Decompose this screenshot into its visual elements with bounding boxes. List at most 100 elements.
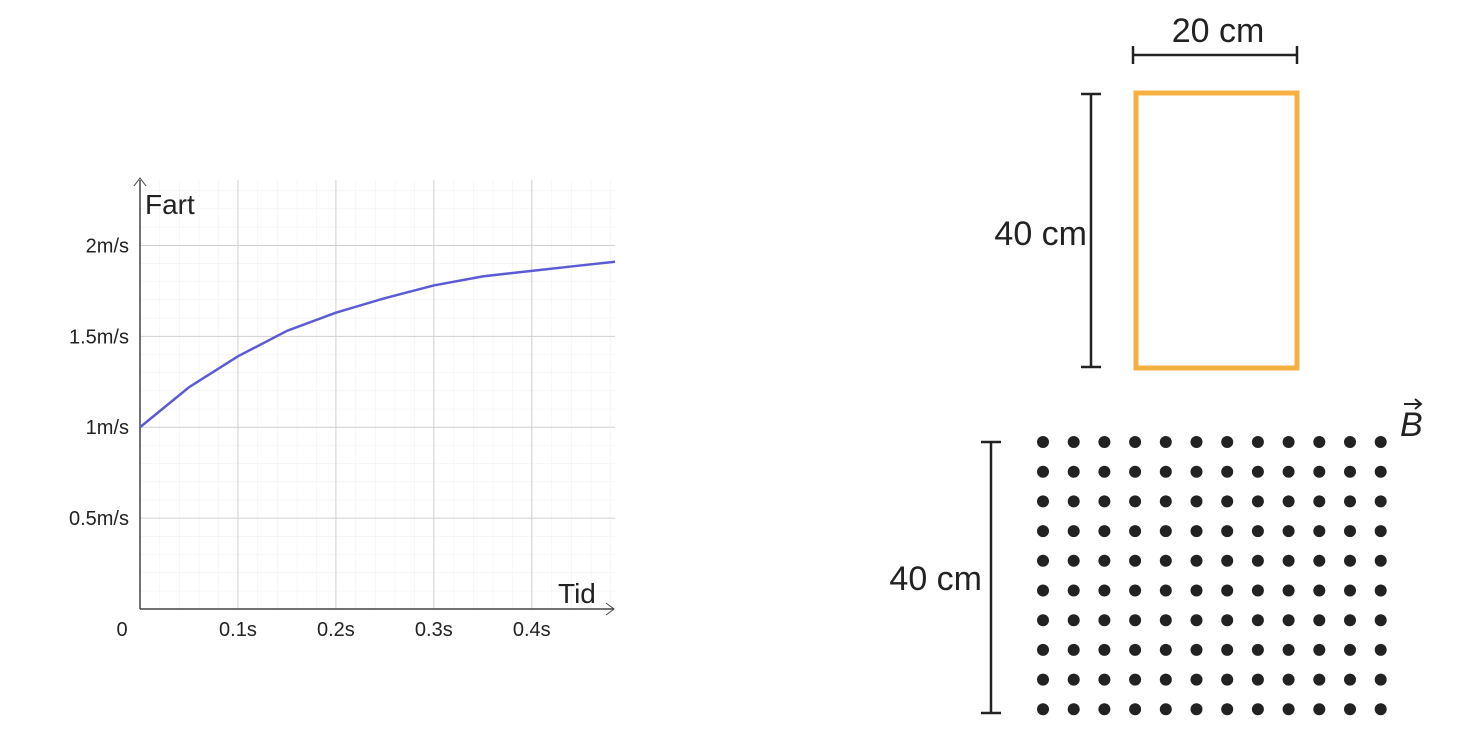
field-dot <box>1344 584 1356 597</box>
field-dot <box>1067 673 1080 686</box>
x-tick-label: 0.1s <box>219 619 257 641</box>
field-dot <box>1313 436 1326 448</box>
y-axis-label: Fart <box>145 189 195 220</box>
field-dot <box>1313 495 1326 508</box>
field-dot <box>1037 465 1049 478</box>
field-dot <box>1190 614 1203 627</box>
field-dot <box>1159 703 1172 716</box>
field-dot <box>1221 525 1234 538</box>
field-dot <box>1251 465 1264 478</box>
field-dot <box>1374 465 1387 478</box>
y-tick-label: 1.5m/s <box>69 326 129 348</box>
grid-group <box>140 180 615 609</box>
field-dot <box>1251 703 1264 716</box>
field-dot <box>1129 525 1142 538</box>
field-dot <box>1374 673 1387 686</box>
field-dot <box>1221 584 1234 597</box>
field-dot <box>1313 703 1326 716</box>
field-dot <box>1313 673 1326 686</box>
x-axis-label: Tid <box>558 578 596 609</box>
field-dot <box>1129 584 1142 597</box>
field-dot <box>1251 554 1264 567</box>
x-tick-label: 0 <box>116 619 127 641</box>
field-dot <box>1344 495 1356 508</box>
field-dot <box>1159 436 1172 448</box>
field-dot <box>1098 673 1111 686</box>
y-tick-label: 1m/s <box>86 417 129 439</box>
field-dot <box>1374 525 1387 538</box>
x-tick-label: 0.2s <box>317 619 355 641</box>
field-dot <box>1282 465 1295 478</box>
field-dot <box>1098 525 1111 538</box>
field-dot <box>1221 465 1234 478</box>
y-tick-label: 0.5m/s <box>69 508 129 530</box>
field-dot <box>1313 614 1326 627</box>
field-dot <box>1159 465 1172 478</box>
field-dot <box>1067 703 1080 716</box>
field-dot <box>1129 614 1142 627</box>
field-dot <box>1282 495 1295 508</box>
field-dot <box>1159 495 1172 508</box>
field-dot <box>1282 643 1295 656</box>
field-dot <box>1282 584 1295 597</box>
height-dim <box>1081 92 1101 369</box>
field-dot <box>1129 703 1142 716</box>
field-dot <box>1344 465 1356 478</box>
field-dot <box>1374 436 1387 448</box>
field-dot <box>1374 584 1387 597</box>
field-dot <box>1221 614 1234 627</box>
field-dot <box>1190 584 1203 597</box>
field-dot <box>1282 614 1295 627</box>
field-dot <box>1282 436 1295 448</box>
field-dot <box>1129 643 1142 656</box>
field-dot <box>1221 703 1234 716</box>
field-dot <box>1282 703 1295 716</box>
field-dot <box>1098 703 1111 716</box>
field-dot <box>1282 673 1295 686</box>
field-dot <box>1037 554 1049 567</box>
field-dot <box>1098 465 1111 478</box>
width-dim <box>1131 46 1299 64</box>
field-dot <box>1067 584 1080 597</box>
field-dot <box>1037 703 1049 716</box>
field-dot <box>1344 703 1356 716</box>
field-dot <box>1221 554 1234 567</box>
y-tick-label: 2m/s <box>86 235 129 257</box>
field-dot <box>1251 525 1264 538</box>
field-dot <box>1344 436 1356 448</box>
field-dot <box>1251 495 1264 508</box>
field-dot <box>1344 554 1356 567</box>
field-dot <box>1251 614 1264 627</box>
field-dot <box>1129 465 1142 478</box>
field-dot <box>1067 465 1080 478</box>
field-dot <box>1129 436 1142 448</box>
field-dot <box>1037 584 1049 597</box>
field-dot <box>1313 643 1326 656</box>
field-dot <box>1374 554 1387 567</box>
field-dot <box>1190 703 1203 716</box>
field-dot <box>1374 703 1387 716</box>
field-dots <box>1037 436 1387 716</box>
field-dot <box>1067 525 1080 538</box>
field-dot <box>1313 584 1326 597</box>
field-dot <box>1037 643 1049 656</box>
field-dot <box>1282 525 1295 538</box>
field-dot <box>1221 495 1234 508</box>
field-dot <box>1190 465 1203 478</box>
field-dot <box>1251 436 1264 448</box>
field-dot <box>1159 584 1172 597</box>
vector-arrow <box>1404 398 1423 410</box>
field-dot <box>1251 584 1264 597</box>
field-dot <box>1282 554 1295 567</box>
height-label: 40 cm <box>994 215 1087 253</box>
field-dot <box>1037 614 1049 627</box>
field-dot <box>1159 554 1172 567</box>
field-dot <box>1037 436 1049 448</box>
x-tick-label: 0.4s <box>513 619 551 641</box>
field-dot <box>1313 554 1326 567</box>
field-dot <box>1067 436 1080 448</box>
field-dot <box>1190 495 1203 508</box>
field-dot <box>1190 643 1203 656</box>
field-dot <box>1067 554 1080 567</box>
